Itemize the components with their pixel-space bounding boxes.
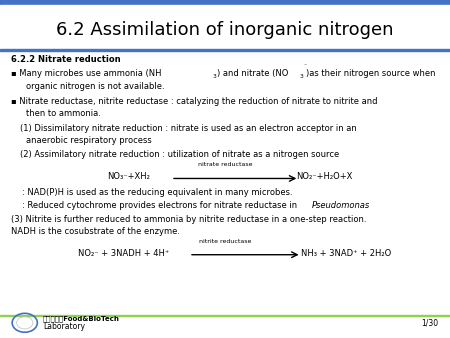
Text: ▪ Nitrate reductase, nitrite reductase : catalyzing the reduction of nitrate to : ▪ Nitrate reductase, nitrite reductase :… (11, 97, 378, 106)
Text: then to ammonia.: then to ammonia. (26, 110, 101, 118)
Text: Pseudomonas: Pseudomonas (312, 201, 370, 210)
Text: : Reduced cytochrome provides electrons for nitrate reductase in: : Reduced cytochrome provides electrons … (22, 201, 299, 210)
Text: )as their nitrogen source when: )as their nitrogen source when (306, 70, 436, 78)
Text: nitrate reductase: nitrate reductase (198, 162, 252, 167)
Text: ⁻: ⁻ (303, 65, 306, 70)
Text: anaerobic respiratory process: anaerobic respiratory process (26, 136, 152, 145)
Text: NO₂⁻ + 3NADH + 4H⁺: NO₂⁻ + 3NADH + 4H⁺ (78, 249, 170, 258)
Text: NH₃ + 3NAD⁺ + 2H₂O: NH₃ + 3NAD⁺ + 2H₂O (302, 249, 392, 258)
Text: nitrite reductase: nitrite reductase (199, 239, 251, 244)
Text: : NAD(P)H is used as the reducing equivalent in many microbes.: : NAD(P)H is used as the reducing equiva… (22, 188, 292, 197)
Text: 1/30: 1/30 (422, 318, 439, 327)
Text: organic nitrogen is not available.: organic nitrogen is not available. (26, 81, 165, 91)
Bar (0, 315, 450, 316)
Text: ) and nitrate (NO: ) and nitrate (NO (217, 70, 289, 78)
Text: 3: 3 (213, 74, 216, 78)
Bar (0, 5, 450, 49)
Text: (1) Dissimilatory nitrate reduction : nitrate is used as an electron acceptor in: (1) Dissimilatory nitrate reduction : ni… (20, 124, 357, 133)
Text: (3) Nitrite is further reduced to ammonia by nitrite reductase in a one-step rea: (3) Nitrite is further reduced to ammoni… (11, 215, 367, 224)
Text: 국민대학교Food&BioTech: 국민대학교Food&BioTech (43, 315, 120, 322)
Text: ▪ Many microbes use ammonia (NH: ▪ Many microbes use ammonia (NH (11, 70, 162, 78)
Text: 6.2.2 Nitrate reduction: 6.2.2 Nitrate reduction (11, 55, 121, 64)
Text: NADH is the cosubstrate of the enzyme.: NADH is the cosubstrate of the enzyme. (11, 227, 180, 236)
Text: 6.2 Assimilation of inorganic nitrogen: 6.2 Assimilation of inorganic nitrogen (56, 21, 394, 40)
Text: Laboratory: Laboratory (43, 322, 85, 331)
Text: 3: 3 (299, 74, 303, 78)
Bar (0, 50, 450, 51)
Bar (0, 49, 450, 50)
Text: (2) Assimilatory nitrate reduction : utilization of nitrate as a nitrogen source: (2) Assimilatory nitrate reduction : uti… (20, 150, 339, 160)
Text: NO₂⁻+H₂O+X: NO₂⁻+H₂O+X (296, 172, 352, 182)
Text: NO₃⁻+XH₂: NO₃⁻+XH₂ (107, 172, 150, 182)
